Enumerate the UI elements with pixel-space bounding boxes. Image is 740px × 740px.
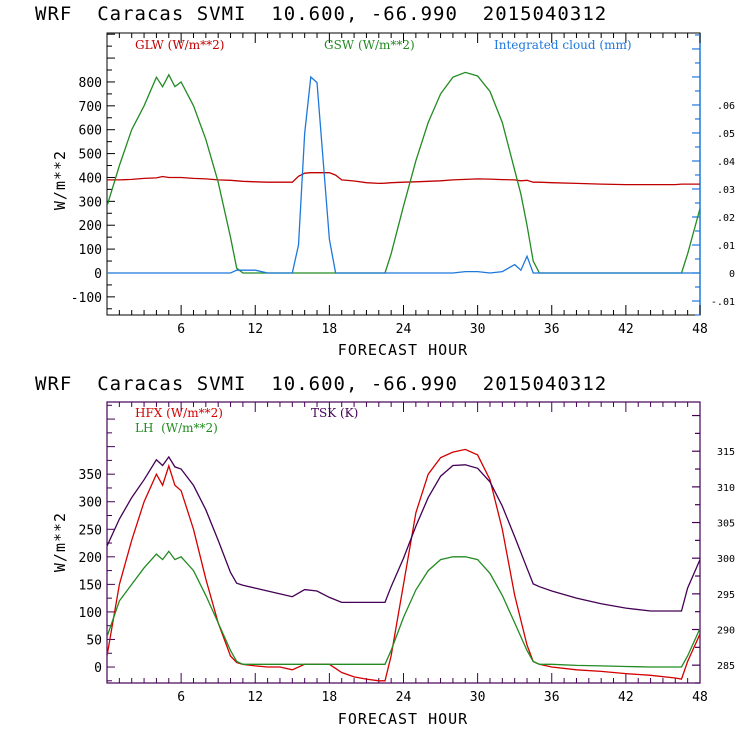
- y-tick-label: 350: [79, 468, 102, 483]
- y2-tick-label: 300: [717, 554, 735, 565]
- panel-bottom-ylabel: W/m**2: [51, 512, 69, 572]
- legend-glw: GLW (W/m**2): [135, 38, 224, 52]
- x-tick-label: 18: [322, 690, 338, 705]
- y-tick-label: 300: [79, 195, 102, 210]
- y-tick-label: 400: [79, 171, 102, 186]
- x-tick-label: 36: [544, 690, 560, 705]
- legend-lh: LH (W/m**2): [135, 421, 218, 435]
- y-tick-label: -100: [71, 291, 102, 306]
- y2-tick-label: .06: [717, 101, 735, 112]
- legend-gsw: GSW (W/m**2): [324, 38, 415, 52]
- x-tick-label: 24: [396, 322, 412, 337]
- panel-top-ylabel: W/m**2: [51, 150, 69, 210]
- panel-bottom-x-ticks: 6 12 18 24 30 36 42 48: [106, 402, 708, 705]
- y2-tick-label: 0: [729, 269, 735, 280]
- x-tick-label: 18: [322, 322, 338, 337]
- y-tick-label: 700: [79, 100, 102, 115]
- x-tick-label: 24: [396, 690, 412, 705]
- x-tick-label: 6: [177, 322, 185, 337]
- panel-bottom-y2-ticks: 285 290 295 300 305 310 315: [692, 414, 735, 684]
- series-integrated-line: [107, 75, 700, 274]
- y2-tick-label: 290: [717, 626, 735, 637]
- x-tick-label: 48: [692, 690, 708, 705]
- panel-top: WRF Caracas SVMI 10.600, -66.990 2015040…: [35, 3, 735, 359]
- y2-tick-label: 315: [717, 447, 735, 458]
- y-tick-label: 200: [79, 219, 102, 234]
- x-tick-label: 36: [544, 322, 560, 337]
- y2-tick-label: .02: [717, 213, 735, 224]
- panel-top-xlabel: FORECAST HOUR: [338, 341, 468, 359]
- y-tick-label: 0: [94, 661, 102, 676]
- y-tick-label: 500: [79, 148, 102, 163]
- legend-cloud: Integrated cloud (mm): [494, 38, 632, 52]
- x-tick-label: 42: [618, 690, 634, 705]
- series-glw-line: [107, 172, 700, 186]
- y2-tick-label: -.01: [711, 297, 735, 308]
- y-tick-label: 150: [79, 578, 102, 593]
- x-tick-label: 30: [470, 322, 486, 337]
- y2-tick-label: 305: [717, 519, 735, 530]
- panel-top-title: WRF Caracas SVMI 10.600, -66.990 2015040…: [35, 3, 607, 25]
- panel-bottom-frame: [106, 401, 701, 684]
- panel-bottom-title: WRF Caracas SVMI 10.600, -66.990 2015040…: [35, 373, 607, 395]
- y-tick-label: 800: [79, 76, 102, 91]
- y2-tick-label: 295: [717, 590, 735, 601]
- y2-tick-label: 310: [717, 483, 735, 494]
- x-tick-label: 30: [470, 690, 486, 705]
- y-tick-label: 600: [79, 124, 102, 139]
- x-tick-label: 12: [247, 690, 263, 705]
- panel-bottom: WRF Caracas SVMI 10.600, -66.990 2015040…: [35, 373, 735, 728]
- y-tick-label: 0: [94, 267, 102, 282]
- panel-top-y-ticks: -100 0 100 200 300 400 500 600 700 800: [71, 33, 115, 310]
- series-hfx-line: [107, 448, 700, 682]
- x-tick-label: 42: [618, 322, 634, 337]
- x-tick-label: 6: [177, 690, 185, 705]
- panel-top-x-ticks: 6 12 18 24 30 36 42 48: [106, 33, 708, 337]
- panel-bottom-y-ticks: 0 50 100 150 200 250 300 350: [79, 404, 115, 682]
- y-tick-label: 100: [79, 606, 102, 621]
- panel-bottom-xlabel: FORECAST HOUR: [338, 710, 468, 728]
- series-lh-line: [107, 550, 700, 668]
- series-gsw-line: [107, 71, 700, 274]
- x-tick-label: 12: [247, 322, 263, 337]
- series-tsk-line: [107, 455, 700, 612]
- y-tick-label: 200: [79, 551, 102, 566]
- panel-top-y2-ticks: -.01 0 .01 .02 .03 .04 .05 .06: [692, 34, 735, 316]
- y2-tick-label: 285: [717, 661, 735, 672]
- y-tick-label: 50: [86, 633, 102, 648]
- legend-hfx: HFX (W/m**2): [135, 406, 223, 420]
- y-tick-label: 300: [79, 496, 102, 511]
- panel-top-series: [107, 71, 700, 274]
- panel-bottom-series: [107, 448, 700, 682]
- legend-tsk: TSK (K): [311, 406, 358, 420]
- y-tick-label: 250: [79, 523, 102, 538]
- y2-tick-label: .03: [717, 185, 735, 196]
- y2-tick-label: .04: [717, 157, 735, 168]
- y-tick-label: 100: [79, 243, 102, 258]
- y2-tick-label: .01: [717, 241, 735, 252]
- y2-tick-label: .05: [717, 129, 735, 140]
- x-tick-label: 48: [692, 322, 708, 337]
